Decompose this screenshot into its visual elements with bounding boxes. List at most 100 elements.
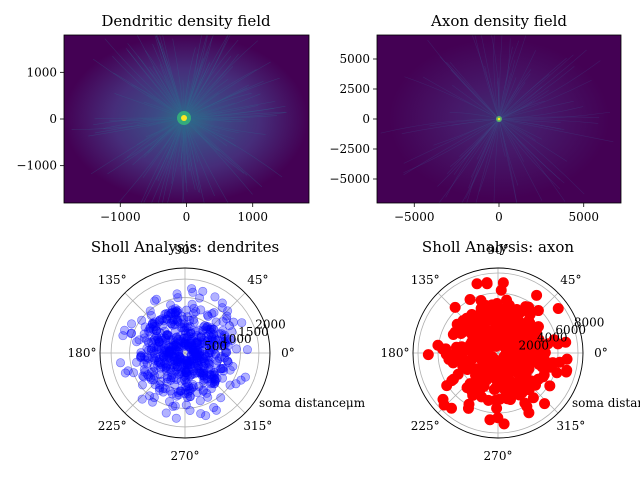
density-streak (94, 117, 185, 134)
scatter-point (127, 319, 137, 329)
density-streak (498, 118, 565, 184)
scatter-point (149, 393, 159, 403)
scatter-point (136, 352, 146, 362)
scatter-point (465, 355, 477, 367)
x-tick-label: 0 (183, 210, 191, 224)
density-streak (498, 77, 517, 120)
scatter-point (189, 303, 199, 313)
density-streak (183, 111, 286, 119)
density-streak (498, 73, 511, 120)
scatter-point (552, 338, 564, 350)
density-streak (498, 35, 503, 120)
density-streak (104, 38, 185, 119)
scatter-point (166, 300, 176, 310)
density-streak (145, 50, 185, 119)
scatter-point (162, 354, 172, 364)
density-streak (453, 118, 500, 175)
density-streak (498, 46, 513, 120)
scatter-point (216, 393, 226, 403)
density-streak (403, 118, 500, 176)
radial-tick-label: 2000 (255, 318, 286, 332)
density-streak (497, 77, 500, 120)
angle-tick-label: 315° (243, 419, 272, 433)
angle-tick-label: 315° (556, 419, 585, 433)
density-streak (183, 105, 286, 119)
density-streak (449, 62, 500, 120)
scatter-point (149, 335, 159, 345)
panel-sholl-dendrites: Sholl Analysis: dendrites 0° 45° 90° 135° 18… (68, 238, 366, 463)
density-streak (484, 65, 500, 120)
density-streak (183, 35, 231, 119)
density-streak (183, 117, 229, 203)
scatter-point (137, 380, 147, 390)
scatter-point (481, 277, 493, 289)
scatter-point (173, 334, 183, 344)
density-streak (498, 116, 600, 120)
scatter-point (223, 306, 233, 316)
density-streak (463, 118, 500, 160)
density-streak (449, 118, 500, 168)
scatter-point (170, 320, 180, 330)
scatter-point (184, 381, 194, 391)
scatter-point (486, 299, 498, 311)
scatter-point (161, 408, 171, 418)
density-streak (498, 66, 575, 120)
y-axis: −1000 0 1000 (16, 65, 64, 173)
scatter-point (170, 337, 180, 347)
density-streak (498, 118, 585, 195)
density-streak (183, 37, 213, 119)
scatter-point (236, 375, 246, 385)
heatmap-area (377, 35, 621, 203)
density-streak (183, 77, 280, 119)
panel-title: Sholl Analysis: dendrites (91, 238, 279, 256)
scatter-point (199, 339, 209, 349)
y-axis: −5000 −2500 0 2500 5000 (329, 52, 377, 186)
y-tick-label: 0 (362, 112, 370, 126)
scatter-point (127, 328, 137, 338)
density-streak (140, 117, 185, 203)
scatter-point (156, 376, 166, 386)
scatter-point (173, 293, 183, 303)
density-streak (498, 118, 519, 186)
panel-sholl-axon: Sholl Analysis: axon 0° 45° 90° 135° 180° 225… (381, 238, 640, 463)
scatter-point (552, 303, 564, 315)
scatter-point (561, 364, 573, 376)
scatter-point (218, 363, 228, 373)
density-streak (498, 118, 599, 124)
density-streak (446, 118, 500, 174)
y-tick-label: −1000 (16, 159, 57, 173)
radial-tick-label: 8000 (574, 315, 605, 329)
scatter-point (211, 317, 221, 327)
scatter-point (240, 372, 250, 382)
panel-title: Sholl Analysis: axon (422, 238, 574, 256)
density-streak (183, 40, 259, 119)
density-streak (155, 35, 185, 119)
density-streak (498, 40, 520, 120)
density-streak (154, 35, 185, 119)
scatter-point (512, 381, 524, 393)
density-streak (498, 100, 545, 120)
angle-tick-label: 135° (411, 273, 440, 287)
scatter-point (473, 324, 485, 336)
scatter-point (454, 347, 466, 359)
scatter-point (196, 368, 206, 378)
density-streak (71, 117, 185, 130)
density-streak (136, 35, 185, 119)
density-streak (498, 118, 506, 157)
density-streak (459, 118, 500, 158)
scatter-point (208, 329, 218, 339)
density-streak (183, 35, 202, 119)
density-streak (155, 35, 185, 119)
x-axis: −1000 0 1000 (100, 203, 268, 224)
density-streak (498, 101, 533, 120)
scatter-point (188, 287, 198, 297)
scatter-point (150, 349, 160, 359)
scatter-point (227, 327, 237, 337)
scatter-point (484, 414, 496, 426)
density-streak (93, 117, 185, 126)
scatter-point (217, 303, 227, 313)
panel-dendritic-density: Dendritic density field −1000 0 1000 −1000… (16, 12, 310, 224)
density-streak (498, 50, 536, 120)
density-streak (498, 118, 561, 180)
scatter-point (220, 336, 230, 346)
